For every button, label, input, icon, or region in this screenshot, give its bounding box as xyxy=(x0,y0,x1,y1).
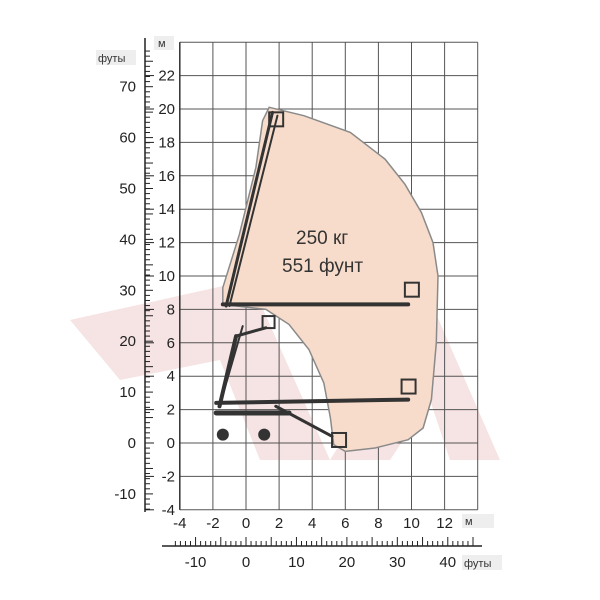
platform-basket xyxy=(403,281,420,298)
y-tick-label-ft: 0 xyxy=(128,435,136,452)
x-tick-label-m: -4 xyxy=(173,515,186,532)
unit-m-left-bg xyxy=(154,36,174,50)
y-tick-label-m: -2 xyxy=(162,468,175,485)
x-tick-label-m: 10 xyxy=(403,515,420,532)
platform-basket xyxy=(268,111,285,128)
y-tick-label-ft: 60 xyxy=(119,130,136,147)
y-tick-label-m: 4 xyxy=(167,368,175,385)
x-axis-scales: -4 -2 0 2 4 6 8 10 12 -10 0 10 20 30 40 xyxy=(162,515,482,571)
y-tick-label-m: 12 xyxy=(158,235,175,252)
y-tick-label-m: 0 xyxy=(167,435,175,452)
unit-m-left: м xyxy=(158,38,166,50)
x-tick-label-ft: 20 xyxy=(339,554,356,571)
x-tick-label-m: 12 xyxy=(436,515,453,532)
x-tick-label-m: 2 xyxy=(275,515,283,532)
x-tick-label-ft: -10 xyxy=(185,554,207,571)
boom-lift-drawing xyxy=(213,110,420,448)
working-envelope xyxy=(222,106,439,453)
y-tick-label-m: 18 xyxy=(158,134,175,151)
y-tick-label-m: 2 xyxy=(167,402,175,419)
x-tick-label-m: 8 xyxy=(374,515,382,532)
x-tick-label-ft: 40 xyxy=(439,554,456,571)
lower-boom xyxy=(218,325,244,408)
y-tick-label-ft: -10 xyxy=(114,486,136,503)
y-tick-label-m: 14 xyxy=(158,201,175,218)
platform-basket xyxy=(400,378,417,395)
unit-ft-left-bg xyxy=(96,50,136,65)
unit-m-bottom: м xyxy=(465,516,473,528)
x-tick-label-m: 0 xyxy=(242,515,250,532)
y-tick-label-m: 6 xyxy=(167,335,175,352)
load-lb: 551 фунт xyxy=(282,256,363,277)
wheel xyxy=(216,428,229,441)
x-tick-label-m: 4 xyxy=(308,515,316,532)
y-tick-label-ft: 30 xyxy=(119,282,136,299)
platform-basket xyxy=(331,431,348,448)
y-tick-label-m: -4 xyxy=(162,502,175,519)
jib-lower xyxy=(234,326,268,338)
boom-down xyxy=(274,404,334,438)
y-tick-label-ft: 70 xyxy=(119,79,136,96)
y-tick-label-m: 10 xyxy=(158,268,175,285)
x-tick-label-ft: 10 xyxy=(288,554,305,571)
unit-ft-left: футы xyxy=(98,53,125,65)
y-tick-label-m: 22 xyxy=(158,68,175,85)
unit-m-bottom-bg xyxy=(462,514,494,528)
wheel xyxy=(258,428,271,441)
upper-boom-raised xyxy=(224,110,274,308)
x-tick-label-ft: 30 xyxy=(389,554,406,571)
y-tick-label-ft: 50 xyxy=(119,180,136,197)
y-tick-label-ft: 20 xyxy=(119,333,136,350)
platform-basket xyxy=(261,315,276,330)
y-tick-label-ft: 40 xyxy=(119,231,136,248)
y-tick-label-m: 8 xyxy=(167,301,175,318)
upper-boom-raised xyxy=(228,114,279,308)
x-tick-label-ft: 0 xyxy=(242,554,250,571)
load-kg: 250 кг xyxy=(296,228,348,249)
y-tick-label-m: 16 xyxy=(158,168,175,185)
y-tick-label-m: 20 xyxy=(158,101,175,118)
x-tick-label-m: -2 xyxy=(206,515,219,532)
y-tick-label-ft: 10 xyxy=(119,384,136,401)
y-axis-scales: 2220181614121086420-2-4706050403020100-1… xyxy=(114,38,181,519)
x-tick-label-m: 6 xyxy=(341,515,349,532)
unit-ft-bottom-bg xyxy=(462,555,502,570)
boom-horizontal-low xyxy=(214,397,411,405)
unit-ft-bottom: футы xyxy=(464,558,491,570)
